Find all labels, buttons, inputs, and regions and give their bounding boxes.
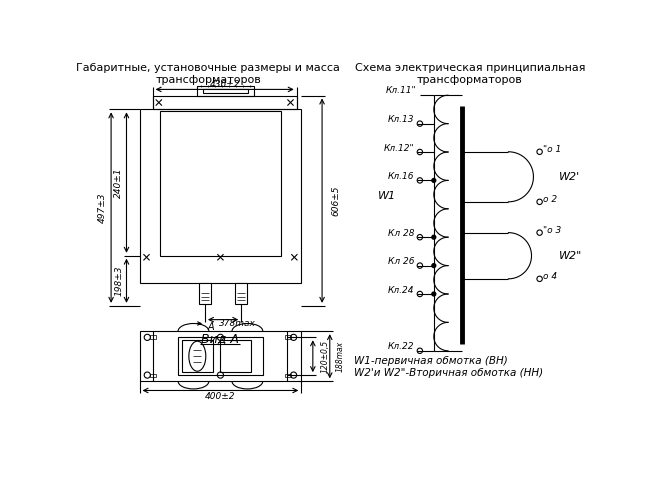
Text: "o 3: "o 3	[543, 226, 561, 235]
Text: Кл 26: Кл 26	[388, 257, 414, 266]
Bar	[153, 95, 296, 109]
Circle shape	[432, 235, 436, 239]
Text: o 4: o 4	[543, 272, 557, 281]
Text: Кл.22: Кл.22	[388, 342, 414, 351]
Bar	[199, 282, 211, 304]
Text: W2': W2'	[559, 172, 580, 182]
Text: Габаритные, установочные размеры и масса
трансформаторов: Габаритные, установочные размеры и масса…	[76, 63, 340, 85]
Text: 198±3: 198±3	[115, 266, 123, 296]
Circle shape	[432, 178, 436, 182]
Bar	[150, 335, 156, 339]
Bar	[178, 337, 263, 375]
Text: Кл.12": Кл.12"	[384, 144, 414, 153]
Text: o 2: o 2	[543, 195, 557, 204]
Text: W2": W2"	[559, 251, 582, 261]
Bar	[140, 331, 301, 381]
Bar	[235, 282, 247, 304]
Text: Кл 28: Кл 28	[388, 229, 414, 238]
Text: 606±5: 606±5	[332, 186, 340, 216]
Circle shape	[432, 264, 436, 268]
Text: W2'и W2"-Вторичная обмотка (НН): W2'и W2"-Вторичная обмотка (НН)	[354, 368, 543, 378]
Text: 188max: 188max	[336, 341, 345, 372]
Text: A: A	[207, 321, 214, 332]
Bar	[202, 89, 248, 93]
Text: Схема электрическая принципиальная
трансформаторов: Схема электрическая принципиальная транс…	[355, 63, 585, 85]
Bar	[220, 340, 251, 372]
Bar	[141, 109, 300, 282]
Text: Кл.24: Кл.24	[388, 286, 414, 295]
Bar	[196, 86, 254, 95]
Text: 400±2: 400±2	[205, 392, 236, 401]
Text: W1: W1	[378, 191, 396, 201]
Bar	[182, 340, 212, 372]
Text: "o 1: "o 1	[543, 145, 561, 154]
Bar	[285, 374, 291, 377]
Text: Вид A: Вид A	[202, 333, 239, 346]
Text: 497±3: 497±3	[97, 192, 107, 223]
Circle shape	[432, 292, 436, 296]
Text: Кл.13: Кл.13	[388, 115, 414, 124]
Text: 240±1: 240±1	[115, 167, 123, 198]
Text: 378max: 378max	[219, 319, 256, 328]
Text: Кл.11": Кл.11"	[386, 86, 417, 95]
Text: 120±0,5: 120±0,5	[320, 340, 330, 373]
Bar	[285, 335, 291, 339]
Bar	[160, 111, 281, 256]
Text: 436±2: 436±2	[209, 80, 240, 89]
Text: W1-первичная обмотка (ВН): W1-первичная обмотка (ВН)	[354, 356, 508, 366]
Text: Кл.16: Кл.16	[388, 172, 414, 181]
Bar	[150, 374, 156, 377]
